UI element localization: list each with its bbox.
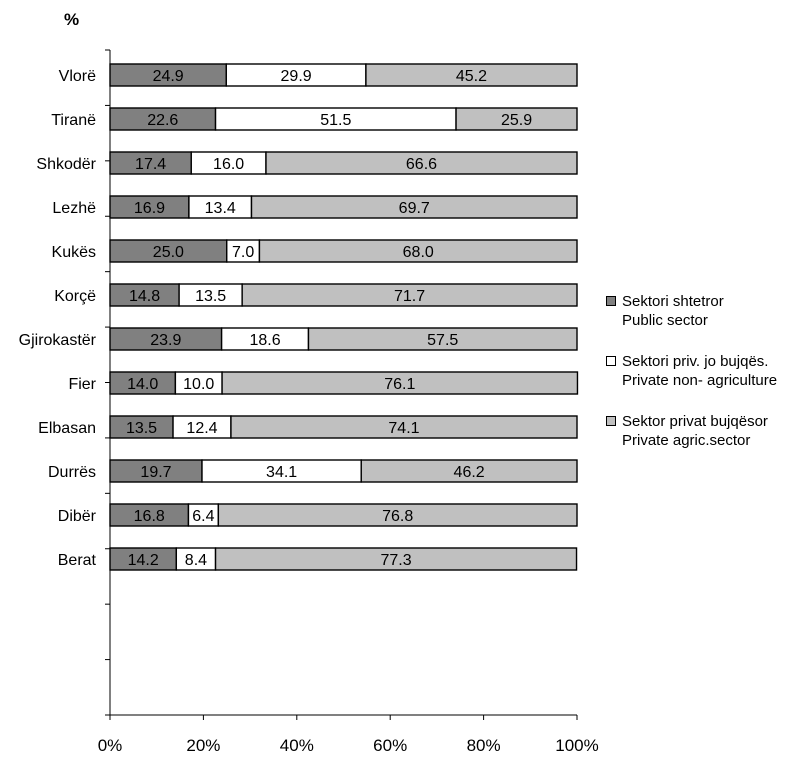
data-label: 14.2	[128, 552, 159, 569]
legend-swatch-private-agric-sector	[606, 416, 616, 426]
bar-durres-series-3	[360, 459, 578, 483]
legend-item-public-sector: Sektori shtetror Public sector	[606, 292, 806, 330]
data-label: 45.2	[456, 68, 487, 85]
data-label: 25.0	[153, 244, 184, 261]
bar-vlore-series-3	[365, 63, 578, 87]
legend-line: Private agric.sector	[622, 432, 751, 449]
data-label: 69.7	[399, 200, 430, 217]
data-label: 71.7	[394, 288, 425, 305]
data-label: 10.0	[183, 376, 214, 393]
x-tick-label: 60%	[373, 736, 407, 755]
bar-fier-series-3	[221, 371, 579, 395]
legend: Sektori shtetror Public sector Sektori pr…	[606, 292, 806, 472]
data-label: 51.5	[320, 112, 351, 129]
legend-label-private-non-agriculture: Sektori priv. jo bujqës. Private non- agr…	[622, 352, 806, 390]
data-label: 14.0	[127, 376, 158, 393]
category-label: Elbasan	[38, 420, 96, 437]
legend-swatch-public-sector	[606, 296, 616, 306]
x-tick-label: 80%	[467, 736, 501, 755]
category-label: Lezhë	[52, 200, 96, 217]
legend-line: Sektori shtetror	[622, 293, 724, 310]
data-label: 19.7	[140, 464, 171, 481]
legend-label-public-sector: Sektori shtetror Public sector	[622, 292, 806, 330]
data-label: 76.8	[382, 508, 413, 525]
category-label: Durrës	[48, 464, 96, 481]
data-label: 76.1	[384, 376, 415, 393]
data-label: 13.5	[195, 288, 226, 305]
data-label: 46.2	[454, 464, 485, 481]
data-label: 13.5	[126, 420, 157, 437]
bar-korce-series-3	[241, 283, 578, 307]
category-label: Kukës	[52, 244, 96, 261]
x-tick-label: 20%	[186, 736, 220, 755]
x-tick-label: 0%	[98, 736, 123, 755]
category-label: Shkodër	[36, 156, 96, 173]
bar-berat-series-3	[214, 547, 578, 571]
category-label: Korçë	[54, 288, 96, 305]
data-label: 8.4	[185, 552, 207, 569]
data-label: 14.8	[129, 288, 160, 305]
data-label: 24.9	[153, 68, 184, 85]
category-label: Gjirokastër	[19, 332, 97, 349]
category-label: Vlorë	[59, 68, 96, 85]
data-label: 6.4	[192, 508, 214, 525]
category-label: Tiranë	[51, 112, 96, 129]
data-label: 18.6	[249, 332, 280, 349]
data-label: 57.5	[427, 332, 458, 349]
legend-line: Private non- agriculture	[622, 372, 778, 389]
data-label: 66.6	[406, 156, 437, 173]
data-label: 12.4	[186, 420, 217, 437]
data-label: 25.9	[501, 112, 532, 129]
legend-line: Sektori priv. jo bujqës.	[622, 353, 769, 370]
data-label: 29.9	[281, 68, 312, 85]
data-label: 77.3	[380, 552, 411, 569]
legend-swatch-private-non-agriculture	[606, 356, 616, 366]
legend-item-private-agric-sector: Sektor privat bujqësor Private agric.sect…	[606, 412, 806, 450]
data-label: 34.1	[266, 464, 297, 481]
data-label: 16.0	[213, 156, 244, 173]
legend-label-private-agric-sector: Sektor privat bujqësor Private agric.sect…	[622, 412, 806, 450]
category-label: Berat	[58, 552, 97, 569]
legend-line: Sektor privat bujqësor	[622, 413, 768, 430]
category-label: Dibër	[58, 508, 97, 525]
legend-item-private-non-agriculture: Sektori priv. jo bujqës. Private non- agr…	[606, 352, 806, 390]
bar-tirane-series-3	[455, 107, 578, 131]
bar-shkoder-series-3	[265, 151, 578, 175]
data-label: 7.0	[232, 244, 254, 261]
data-label: 68.0	[403, 244, 434, 261]
data-label: 22.6	[147, 112, 178, 129]
unit-label: %	[64, 10, 80, 29]
legend-line: Public sector	[622, 312, 708, 329]
data-label: 17.4	[135, 156, 166, 173]
x-tick-label: 100%	[555, 736, 598, 755]
x-tick-label: 40%	[280, 736, 314, 755]
data-label: 23.9	[150, 332, 181, 349]
bar-lezhe-series-3	[250, 195, 578, 219]
category-label: Fier	[68, 376, 96, 393]
bar-diber-series-3	[217, 503, 578, 527]
bar-gjirokaster-series-3	[307, 327, 578, 351]
bar-kukes-series-3	[258, 239, 578, 263]
data-label: 13.4	[205, 200, 236, 217]
data-label: 16.8	[134, 508, 165, 525]
data-label: 74.1	[388, 420, 419, 437]
data-label: 16.9	[134, 200, 165, 217]
bar-elbasan-series-3	[230, 415, 578, 439]
